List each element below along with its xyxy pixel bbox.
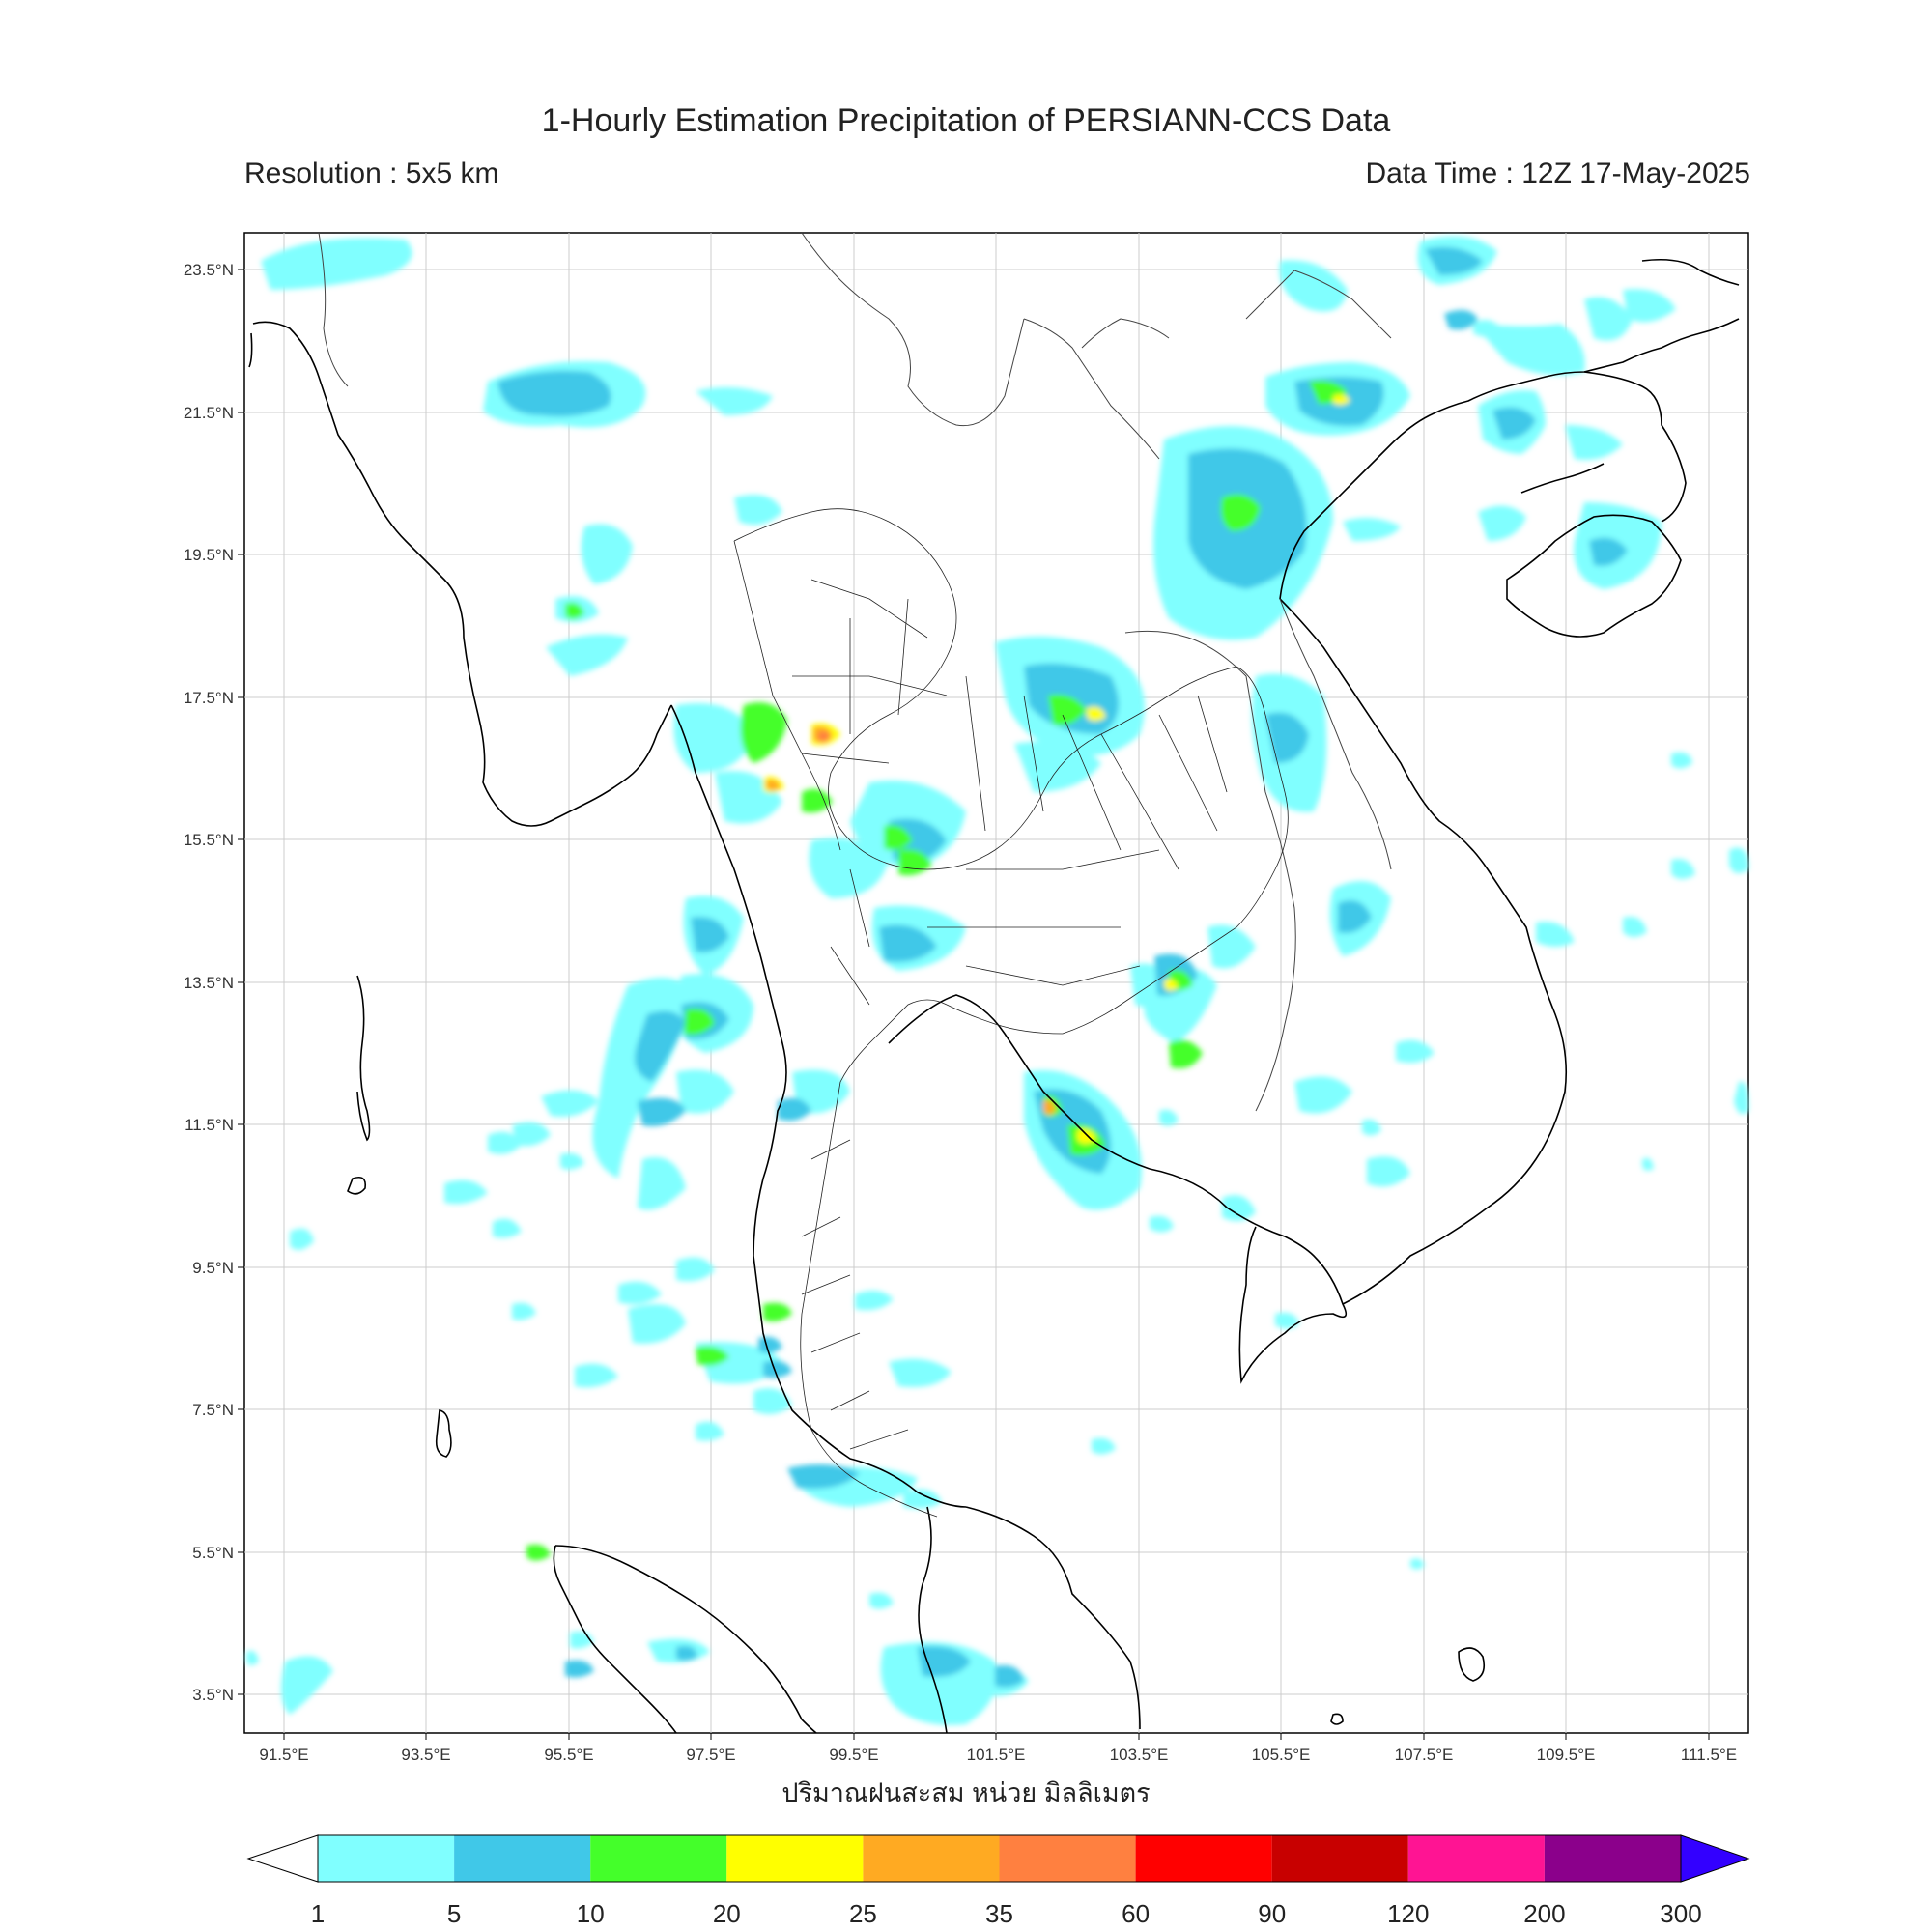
lon-tick-label: 99.5°E	[829, 1746, 878, 1764]
data-time-label: Data Time : 12Z 17-May-2025	[1365, 157, 1750, 189]
lat-tick-label: 7.5°N	[192, 1401, 234, 1419]
lon-tick-label: 103.5°E	[1110, 1746, 1169, 1764]
lat-tick-label: 13.5°N	[184, 974, 234, 992]
gridlines	[244, 233, 1748, 1733]
lon-tick-label: 91.5°E	[259, 1746, 308, 1764]
lat-tick-label: 17.5°N	[184, 689, 234, 707]
lon-tick-label: 107.5°E	[1395, 1746, 1454, 1764]
colorbar: 1 5 10 20 25 35 60 90 120 200 300	[246, 1834, 1750, 1928]
colorbar-outline	[317, 1834, 1682, 1883]
lon-tick-label: 95.5°E	[544, 1746, 593, 1764]
colorbar-segment	[318, 1835, 455, 1882]
country-borders	[318, 232, 1392, 1112]
colorbar-under-arrow	[246, 1834, 319, 1883]
lon-tick-label: 93.5°E	[401, 1746, 450, 1764]
lat-ticks: 23.5°N 21.5°N 19.5°N 17.5°N 15.5°N 13.5°…	[184, 261, 244, 1704]
colorbar-tick-label: 20	[713, 1899, 741, 1928]
colorbar-tick-label: 60	[1122, 1899, 1150, 1928]
lat-tick-label: 19.5°N	[184, 546, 234, 564]
lon-tick-label: 111.5°E	[1681, 1746, 1737, 1764]
colorbar-segment	[1271, 1835, 1408, 1882]
lat-tick-label: 21.5°N	[184, 404, 234, 422]
coastlines	[248, 258, 1740, 1734]
colorbar-tick-label: 35	[985, 1899, 1013, 1928]
colorbar-tick-label: 5	[447, 1899, 461, 1928]
colorbar-segment	[454, 1835, 591, 1882]
lon-ticks: 91.5°E 93.5°E 95.5°E 97.5°E 99.5°E 101.5…	[259, 1733, 1737, 1764]
lat-tick-label: 15.5°N	[184, 831, 234, 849]
colorbar-tick-label: 25	[849, 1899, 877, 1928]
resolution-label: Resolution : 5x5 km	[244, 157, 499, 189]
lon-tick-label: 109.5°E	[1537, 1746, 1596, 1764]
colorbar-labels: 1 5 10 20 25 35 60 90 120 200 300	[311, 1899, 1702, 1928]
colorbar-tick-label: 90	[1258, 1899, 1286, 1928]
colorbar-segments	[318, 1835, 1681, 1882]
colorbar-segment	[863, 1835, 1000, 1882]
colorbar-tick-label: 10	[577, 1899, 605, 1928]
colorbar-tick-label: 200	[1523, 1899, 1565, 1928]
lat-tick-label: 9.5°N	[192, 1259, 234, 1277]
lon-tick-label: 101.5°E	[967, 1746, 1026, 1764]
colorbar-over-arrow	[1680, 1834, 1750, 1883]
lon-tick-label: 97.5°E	[686, 1746, 735, 1764]
precip-unit-label: ปริมาณฝนสะสม หน่วย มิลลิเมตร	[781, 1778, 1151, 1807]
colorbar-segment	[999, 1835, 1136, 1882]
colorbar-segment	[1135, 1835, 1272, 1882]
colorbar-tick-label: 1	[311, 1899, 325, 1928]
thailand-provinces	[733, 508, 1289, 1518]
lat-tick-label: 11.5°N	[185, 1116, 234, 1134]
lat-tick-label: 3.5°N	[192, 1686, 234, 1704]
colorbar-segment	[726, 1835, 864, 1882]
colorbar-segment	[1544, 1835, 1681, 1882]
colorbar-segment	[590, 1835, 727, 1882]
colorbar-tick-label: 300	[1660, 1899, 1701, 1928]
precipitation-layer	[246, 236, 1748, 1725]
colorbar-tick-label: 120	[1387, 1899, 1429, 1928]
lon-tick-label: 105.5°E	[1252, 1746, 1311, 1764]
colorbar-segment	[1407, 1835, 1545, 1882]
map-title: 1-Hourly Estimation Precipitation of PER…	[541, 102, 1391, 139]
lat-tick-label: 5.5°N	[192, 1544, 234, 1562]
lat-tick-label: 23.5°N	[184, 261, 234, 279]
